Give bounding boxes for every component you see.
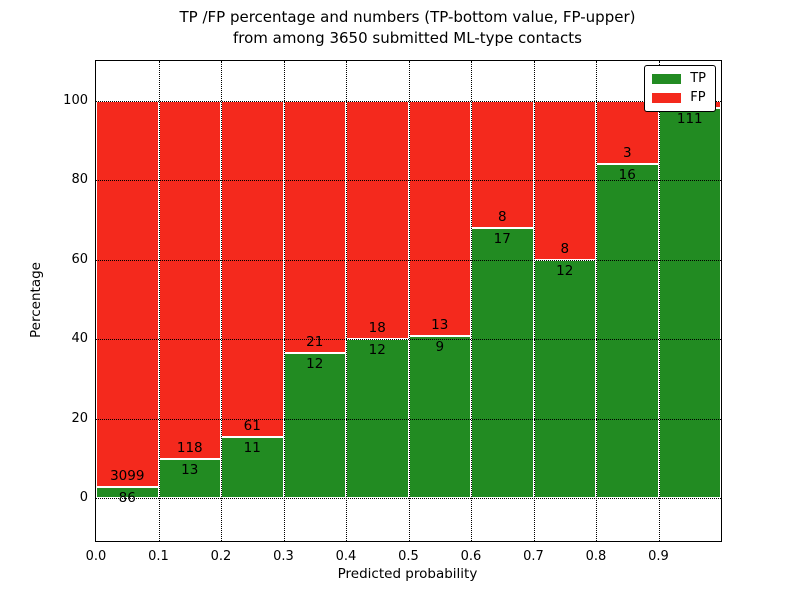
y-tick-label: 60 [71, 251, 88, 267]
bar-tp-segment [596, 163, 659, 499]
y-tick-label: 40 [71, 331, 88, 347]
bar-tp-count-label: 11 [243, 440, 261, 457]
y-tick-label: 20 [71, 410, 88, 426]
bar-fp-segment [158, 100, 221, 459]
bar-fp-count-label: 3 [622, 144, 632, 161]
bar-fp-count-label: 21 [306, 334, 324, 351]
bar-tp-count-label: 12 [368, 342, 386, 359]
y-axis-label: Percentage [28, 262, 44, 338]
bar-tp-count-label: 111 [676, 110, 703, 127]
bar-tp-count-label: 16 [618, 166, 636, 183]
bar-tp-segment [283, 353, 346, 499]
chart-title: TP /FP percentage and numbers (TP-bottom… [95, 7, 720, 49]
v-gridline [221, 61, 222, 541]
bar-fp-count-label: 61 [243, 418, 261, 435]
x-tick-label: 0.9 [648, 549, 669, 564]
v-gridline [471, 61, 472, 541]
y-tick-label: 0 [79, 490, 88, 506]
y-tick-label: 80 [71, 172, 88, 188]
legend: TP FP [644, 65, 716, 112]
x-tick-label: 0.3 [273, 549, 294, 564]
bar-tp-count-label: 86 [118, 490, 136, 507]
bar-fp-count-label: 3099 [110, 468, 145, 485]
bar-fp-count-label: 8 [497, 208, 507, 225]
bar-tp-segment [658, 107, 721, 499]
plot-area: TP FP 0 20 40 60 80 100 0.0 0.1 0.2 0.3 0.4 0.5 0.6 0… [63, 60, 722, 564]
bar-tp-count-label: 12 [306, 356, 324, 373]
bar-tp-segment [471, 227, 534, 499]
bar-tp-segment [408, 335, 471, 499]
chart-title-line2: from among 3650 submitted ML-type contac… [233, 29, 582, 47]
v-gridline [346, 61, 347, 541]
x-tick-label: 0.8 [585, 549, 607, 564]
bar-fp-segment [346, 100, 409, 340]
chart-title-line1: TP /FP percentage and numbers (TP-bottom… [179, 8, 636, 26]
bar-fp-segment [96, 100, 159, 488]
x-tick-label: 0.5 [398, 549, 419, 564]
legend-label-tp: TP [690, 71, 706, 86]
bar-fp-count-label: 8 [560, 240, 570, 257]
bar-tp-count-label: 12 [556, 262, 574, 279]
legend-label-fp: FP [690, 90, 706, 105]
bar-fp-segment [221, 100, 284, 438]
tp-swatch-icon [652, 74, 682, 84]
bar-tp-count-label: 13 [181, 461, 199, 478]
y-tick-label: 100 [63, 92, 88, 108]
v-gridline [658, 61, 660, 541]
x-tick-label: 0.7 [523, 549, 544, 564]
bar-tp-count-label: 17 [493, 230, 511, 247]
x-tick-label: 0.4 [335, 549, 357, 564]
v-gridline [158, 61, 160, 541]
bar-fp-segment [408, 100, 471, 336]
v-gridline [596, 61, 597, 541]
bar-tp-segment [158, 458, 221, 499]
v-gridline [408, 61, 410, 541]
legend-item-tp: TP [652, 72, 706, 86]
v-gridline [533, 61, 535, 541]
bar-tp-count-label: 9 [435, 338, 445, 355]
v-gridline [283, 61, 285, 541]
bar-fp-segment [471, 100, 534, 228]
bar-fp-count-label: 118 [176, 439, 203, 456]
fp-swatch-icon [652, 93, 682, 103]
x-tick-label: 0.6 [460, 549, 482, 564]
bar-fp-count-label: 13 [431, 316, 449, 333]
bar-tp-segment [533, 259, 596, 499]
legend-item-fp: FP [652, 91, 706, 105]
x-tick-label: 0.2 [210, 549, 232, 564]
bar-tp-segment [96, 487, 159, 499]
bar-fp-segment [283, 100, 346, 354]
x-tick-label: 0.0 [85, 549, 107, 564]
x-axis-label: Predicted probability [337, 566, 478, 582]
bar-fp-count-label: 18 [368, 320, 386, 337]
x-tick-label: 0.1 [148, 549, 169, 564]
